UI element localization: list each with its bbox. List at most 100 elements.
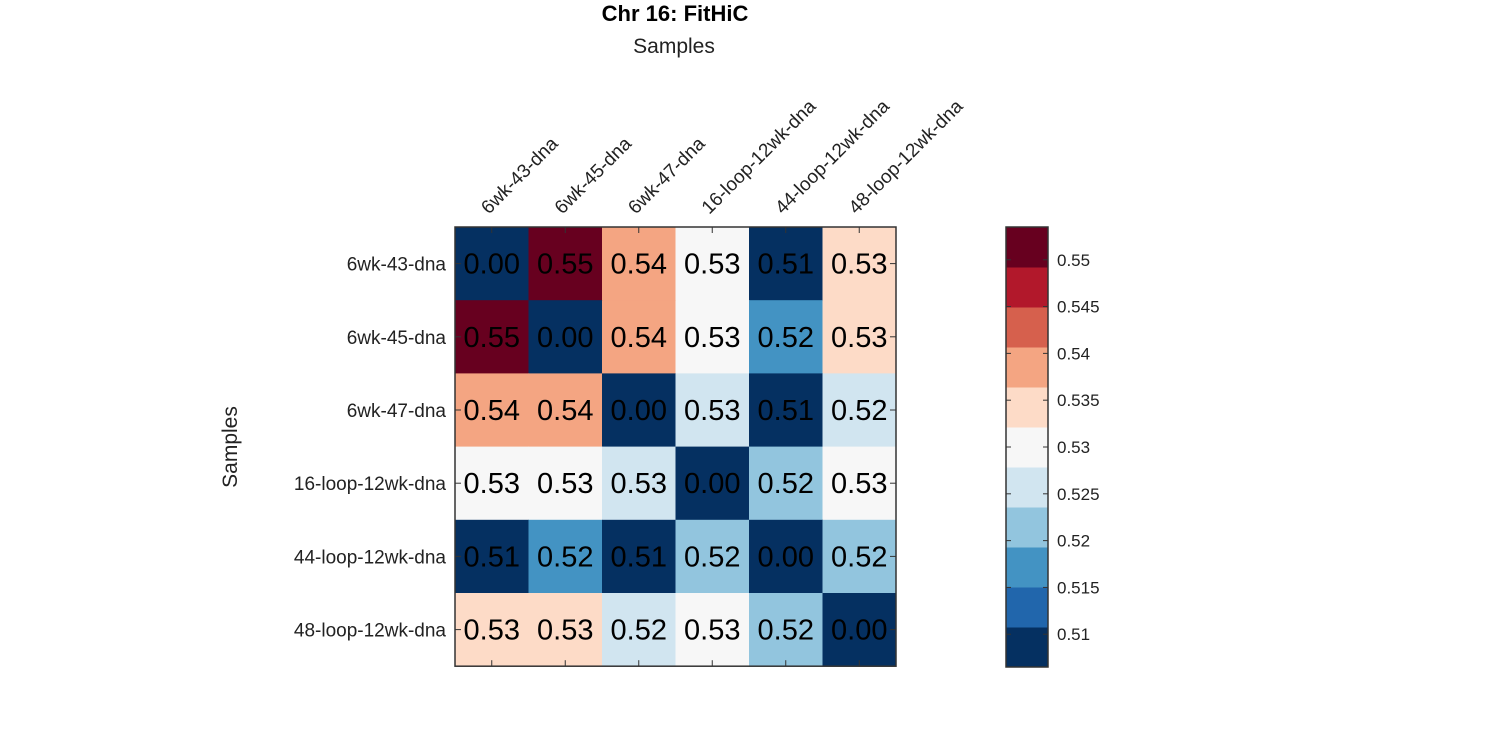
heatmap-cell (455, 446, 529, 521)
cell-value-label: 0.51 (464, 541, 520, 573)
cell-value-label: 0.00 (464, 249, 520, 281)
cell-value-label: 0.00 (831, 615, 887, 647)
heatmap-cell (602, 373, 676, 448)
heatmap-cell (602, 446, 676, 521)
cell-value-label: 0.52 (758, 615, 814, 647)
heatmap-cell (528, 300, 603, 374)
heatmap-cell (528, 373, 603, 448)
colorbar-segment (1006, 307, 1048, 348)
colorbar: 0.51 0.515 0.52 0.525 0.53 0.535 0.54 0.545 0.55 (1005, 226, 1100, 668)
y-tick-label: 16-loop-12wk-dna (294, 474, 447, 495)
cell-value-label: 0.51 (611, 541, 667, 573)
heatmap-cell (455, 300, 529, 374)
cell-value-label: 0.51 (758, 249, 814, 281)
colorbar-segment (1006, 347, 1048, 388)
cell-value-label: 0.55 (464, 322, 520, 354)
heatmap-cell (528, 519, 603, 594)
cell-value-label: 0.53 (831, 322, 887, 354)
cell-value-label: 0.54 (464, 395, 520, 427)
heatmap-cell (455, 373, 529, 448)
cell-value-label: 0.53 (684, 322, 740, 354)
y-tick-label: 6wk-47-dna (347, 401, 447, 422)
y-tick-labels: 6wk-43-dna 6wk-45-dna 6wk-47-dna 16-loop-12… (294, 255, 447, 642)
cell-value-label: 0.52 (684, 541, 740, 573)
cell-value-label: 0.52 (611, 615, 667, 647)
y-axis-label: Samples (219, 406, 242, 488)
heatmap-cell (528, 227, 603, 301)
heatmap-cell (528, 593, 603, 667)
heatmap-cell (455, 227, 529, 301)
heatmap-cell (602, 300, 676, 374)
heatmap-cell (822, 519, 897, 594)
heatmap-cell (822, 373, 897, 448)
heatmap-cell (749, 300, 823, 374)
heatmap-cell (822, 300, 897, 374)
heatmap-cell (749, 227, 823, 301)
cell-value-label: 0.53 (464, 615, 520, 647)
heatmap-cell (675, 593, 750, 667)
plot-frame (454, 226, 897, 667)
colorbar-tick-label: 0.545 (1057, 298, 1100, 317)
cell-value-label: 0.55 (537, 249, 593, 281)
colorbar-segment (1006, 427, 1048, 468)
cell-value-label: 0.52 (537, 541, 593, 573)
y-tick-label: 6wk-45-dna (347, 328, 447, 349)
heatmap-cell (675, 373, 750, 448)
heatmap-cell (602, 519, 676, 594)
y-tick-label: 48-loop-12wk-dna (294, 621, 447, 642)
heatmap-cell (528, 446, 603, 521)
x-tick-label: 6wk-45-dna (551, 133, 636, 218)
x-tick-labels: 6wk-43-dna6wk-45-dna6wk-47-dna16-loop-12… (477, 96, 967, 219)
cell-value-label: 0.54 (611, 322, 667, 354)
cell-value-label: 0.53 (537, 615, 593, 647)
y-tick-label: 44-loop-12wk-dna (294, 547, 447, 568)
colorbar-tick-label: 0.52 (1057, 532, 1090, 551)
chart-title: Chr 16: FitHiC (602, 1, 749, 26)
colorbar-segment (1006, 467, 1048, 508)
colorbar-segment (1006, 387, 1048, 428)
heatmap-cell (749, 373, 823, 448)
cell-value-label: 0.00 (758, 541, 814, 573)
cell-value-label: 0.54 (611, 249, 667, 281)
colorbar-tick-label: 0.55 (1057, 251, 1090, 270)
heatmap-cell (822, 446, 897, 521)
cell-value-label: 0.53 (831, 249, 887, 281)
colorbar-segment (1006, 507, 1048, 548)
cell-value-label: 0.54 (537, 395, 593, 427)
colorbar-segment (1006, 587, 1048, 628)
cell-value-label: 0.52 (831, 541, 887, 573)
cell-value-label: 0.00 (537, 322, 593, 354)
cell-value-label: 0.53 (684, 615, 740, 647)
x-tick-label: 6wk-43-dna (477, 133, 562, 218)
heatmap-cell (822, 227, 897, 301)
heatmap-cell (675, 227, 750, 301)
cell-value-label: 0.53 (611, 468, 667, 500)
cell-value-label: 0.53 (464, 468, 520, 500)
cell-value-label: 0.52 (831, 395, 887, 427)
colorbar-tick-label: 0.515 (1057, 578, 1100, 597)
heatmap-cell (675, 519, 750, 594)
heatmap-cell (749, 446, 823, 521)
colorbar-segment (1006, 627, 1048, 668)
colorbar-tick-label: 0.53 (1057, 438, 1090, 457)
colorbar-tick-label: 0.51 (1057, 625, 1090, 644)
x-tick-label: 6wk-47-dna (624, 133, 709, 218)
heatmap-cell (602, 227, 676, 301)
colorbar-segment (1006, 547, 1048, 588)
heatmap-cell (602, 593, 676, 667)
cell-value-label: 0.53 (831, 468, 887, 500)
heatmap-cell (675, 446, 750, 521)
cell-value-label: 0.00 (611, 395, 667, 427)
colorbar-segment (1006, 227, 1048, 268)
colorbar-segment (1006, 267, 1048, 308)
y-tick-label: 6wk-43-dna (347, 255, 447, 276)
colorbar-tick-label: 0.535 (1057, 391, 1100, 410)
cell-value-label: 0.53 (537, 468, 593, 500)
heatmap-cell (822, 593, 897, 667)
heatmap-cell (749, 519, 823, 594)
cell-value-label: 0.53 (684, 249, 740, 281)
heatmap-cell (455, 593, 529, 667)
cell-value-label: 0.52 (758, 322, 814, 354)
heatmap-cell (675, 300, 750, 374)
